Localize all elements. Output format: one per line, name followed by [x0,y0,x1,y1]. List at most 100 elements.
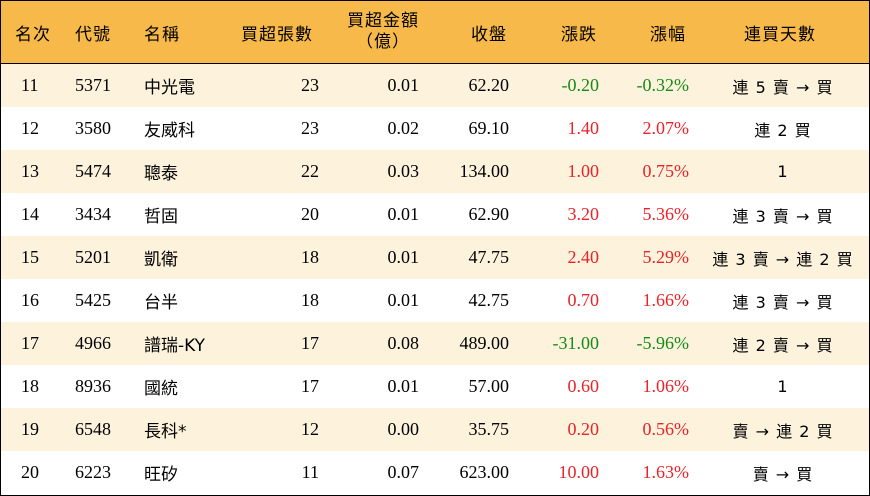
table-row: 11 5371 中光電 23 0.01 62.20 -0.20 -0.32% 連 5 賣 → 買 [1,64,869,107]
rank-cell: 15 [21,247,39,267]
rank-cell: 13 [21,161,39,181]
rank-cell: 20 [21,462,39,482]
net-amount-cell: 0.01 [387,290,420,310]
table-row: 18 8936 國統 17 0.01 57.00 0.60 1.06% 1 [1,365,869,408]
change-cell: 1.40 [567,118,600,138]
buy-streak-cell: 連 3 賣 → 買 [732,292,834,312]
stock-name-cell: 長科* [144,422,187,442]
net-amount-cell: 0.01 [387,376,420,396]
stock-name-cell: 聰泰 [144,164,178,184]
header-net-amount-line2: （億） [356,32,410,52]
table-row: 19 6548 長科* 12 0.00 35.75 0.20 0.56% 賣 → 連 2 買 [1,408,869,451]
rank-cell: 11 [21,75,39,95]
stock-name-cell: 友威科 [144,121,195,141]
net-amount-cell: 0.07 [387,462,420,482]
close-cell: 35.75 [468,419,510,439]
rank-cell: 14 [21,204,39,224]
net-lots-cell: 17 [301,333,319,353]
rank-cell: 16 [21,290,39,310]
buy-streak-cell: 連 3 賣 → 連 2 買 [712,249,854,269]
pct-change-cell: -0.32% [636,75,690,95]
close-cell: 489.00 [459,333,510,353]
net-lots-cell: 20 [301,204,319,224]
close-cell: 47.75 [468,247,510,267]
table-row: 20 6223 旺矽 11 0.07 623.00 10.00 1.63% 賣 → 買 [1,451,869,494]
buy-streak-cell: 連 5 賣 → 買 [732,77,834,97]
change-cell: 1.00 [567,161,600,181]
table-row: 16 5425 台半 18 0.01 42.75 0.70 1.66% 連 3 賣 → 買 [1,279,869,322]
net-amount-cell: 0.02 [387,118,420,138]
change-cell: -0.20 [561,75,600,95]
net-amount-cell: 0.01 [387,247,420,267]
code-cell: 8936 [75,376,111,396]
header-pct-change: 漲幅 [650,24,686,45]
pct-change-cell: 5.36% [642,204,690,224]
close-cell: 69.10 [468,118,510,138]
buy-streak-cell: 賣 → 連 2 買 [732,421,834,441]
stock-name-cell: 旺矽 [144,465,178,485]
pct-change-cell: 0.56% [642,419,690,439]
net-amount-cell: 0.01 [387,75,420,95]
change-cell: 3.20 [567,204,600,224]
net-lots-cell: 11 [301,462,319,482]
buy-streak-cell: 連 2 買 [754,120,812,140]
table-row: 12 3580 友威科 23 0.02 69.10 1.40 2.07% 連 2 買 [1,107,869,150]
net-lots-cell: 17 [301,376,319,396]
change-cell: 0.60 [567,376,600,396]
table-row: 17 4966 譜瑞-KY 17 0.08 489.00 -31.00 -5.96% 連 2 賣… [1,322,869,365]
buy-streak-cell: 1 [777,377,789,396]
buy-streak-cell: 連 3 賣 → 買 [732,206,834,226]
change-cell: 0.70 [567,290,600,310]
header-rank: 名次 [15,24,51,45]
stock-name-cell: 哲固 [144,207,178,227]
header-code: 代號 [75,24,111,45]
close-cell: 623.00 [459,462,510,482]
stock-name-cell: 國統 [144,379,178,399]
rank-cell: 12 [21,118,39,138]
net-amount-cell: 0.01 [387,204,420,224]
stock-name-cell: 凱衛 [144,250,178,270]
change-cell: 10.00 [558,462,600,482]
code-cell: 3580 [75,118,111,138]
pct-change-cell: -5.96% [636,333,690,353]
table-row: 13 5474 聰泰 22 0.03 134.00 1.00 0.75% 1 [1,150,869,193]
buy-streak-cell: 連 2 賣 → 買 [732,335,834,355]
code-cell: 5201 [75,247,111,267]
net-lots-cell: 23 [301,118,319,138]
table-header: 名次 代號 名稱 買超張數 買超金額 （億） 收盤 漲跌 漲幅 連買天數 [1,1,869,64]
net-amount-cell: 0.03 [387,161,420,181]
code-cell: 5474 [75,161,111,181]
code-cell: 6223 [75,462,111,482]
table-row: 14 3434 哲固 20 0.01 62.90 3.20 5.36% 連 3 賣 → 買 [1,193,869,236]
close-cell: 62.90 [468,204,510,224]
pct-change-cell: 5.29% [642,247,690,267]
net-amount-cell: 0.00 [387,419,420,439]
pct-change-cell: 1.06% [642,376,690,396]
close-cell: 134.00 [459,161,510,181]
net-amount-cell: 0.08 [387,333,420,353]
header-net-amount-line1: 買超金額 [347,11,419,31]
buy-streak-cell: 1 [777,162,789,181]
header-name: 名稱 [144,24,180,45]
pct-change-cell: 1.66% [642,290,690,310]
net-lots-cell: 23 [301,75,319,95]
change-cell: 2.40 [567,247,600,267]
net-lots-cell: 18 [301,290,319,310]
code-cell: 3434 [75,204,111,224]
close-cell: 62.20 [468,75,510,95]
code-cell: 4966 [75,333,111,353]
code-cell: 5371 [75,75,111,95]
header-close: 收盤 [471,24,507,45]
net-lots-cell: 12 [301,419,319,439]
header-buy-streak: 連買天數 [744,24,816,45]
rank-cell: 19 [21,419,39,439]
stock-name-cell: 中光電 [144,78,195,98]
change-cell: -31.00 [552,333,600,353]
table-row: 15 5201 凱衛 18 0.01 47.75 2.40 5.29% 連 3 賣 → 連 2 … [1,236,869,279]
header-net-lots: 買超張數 [241,24,313,45]
rank-cell: 17 [21,333,39,353]
close-cell: 57.00 [468,376,510,396]
code-cell: 5425 [75,290,111,310]
buy-streak-cell: 賣 → 買 [752,464,814,484]
rank-cell: 18 [21,376,39,396]
